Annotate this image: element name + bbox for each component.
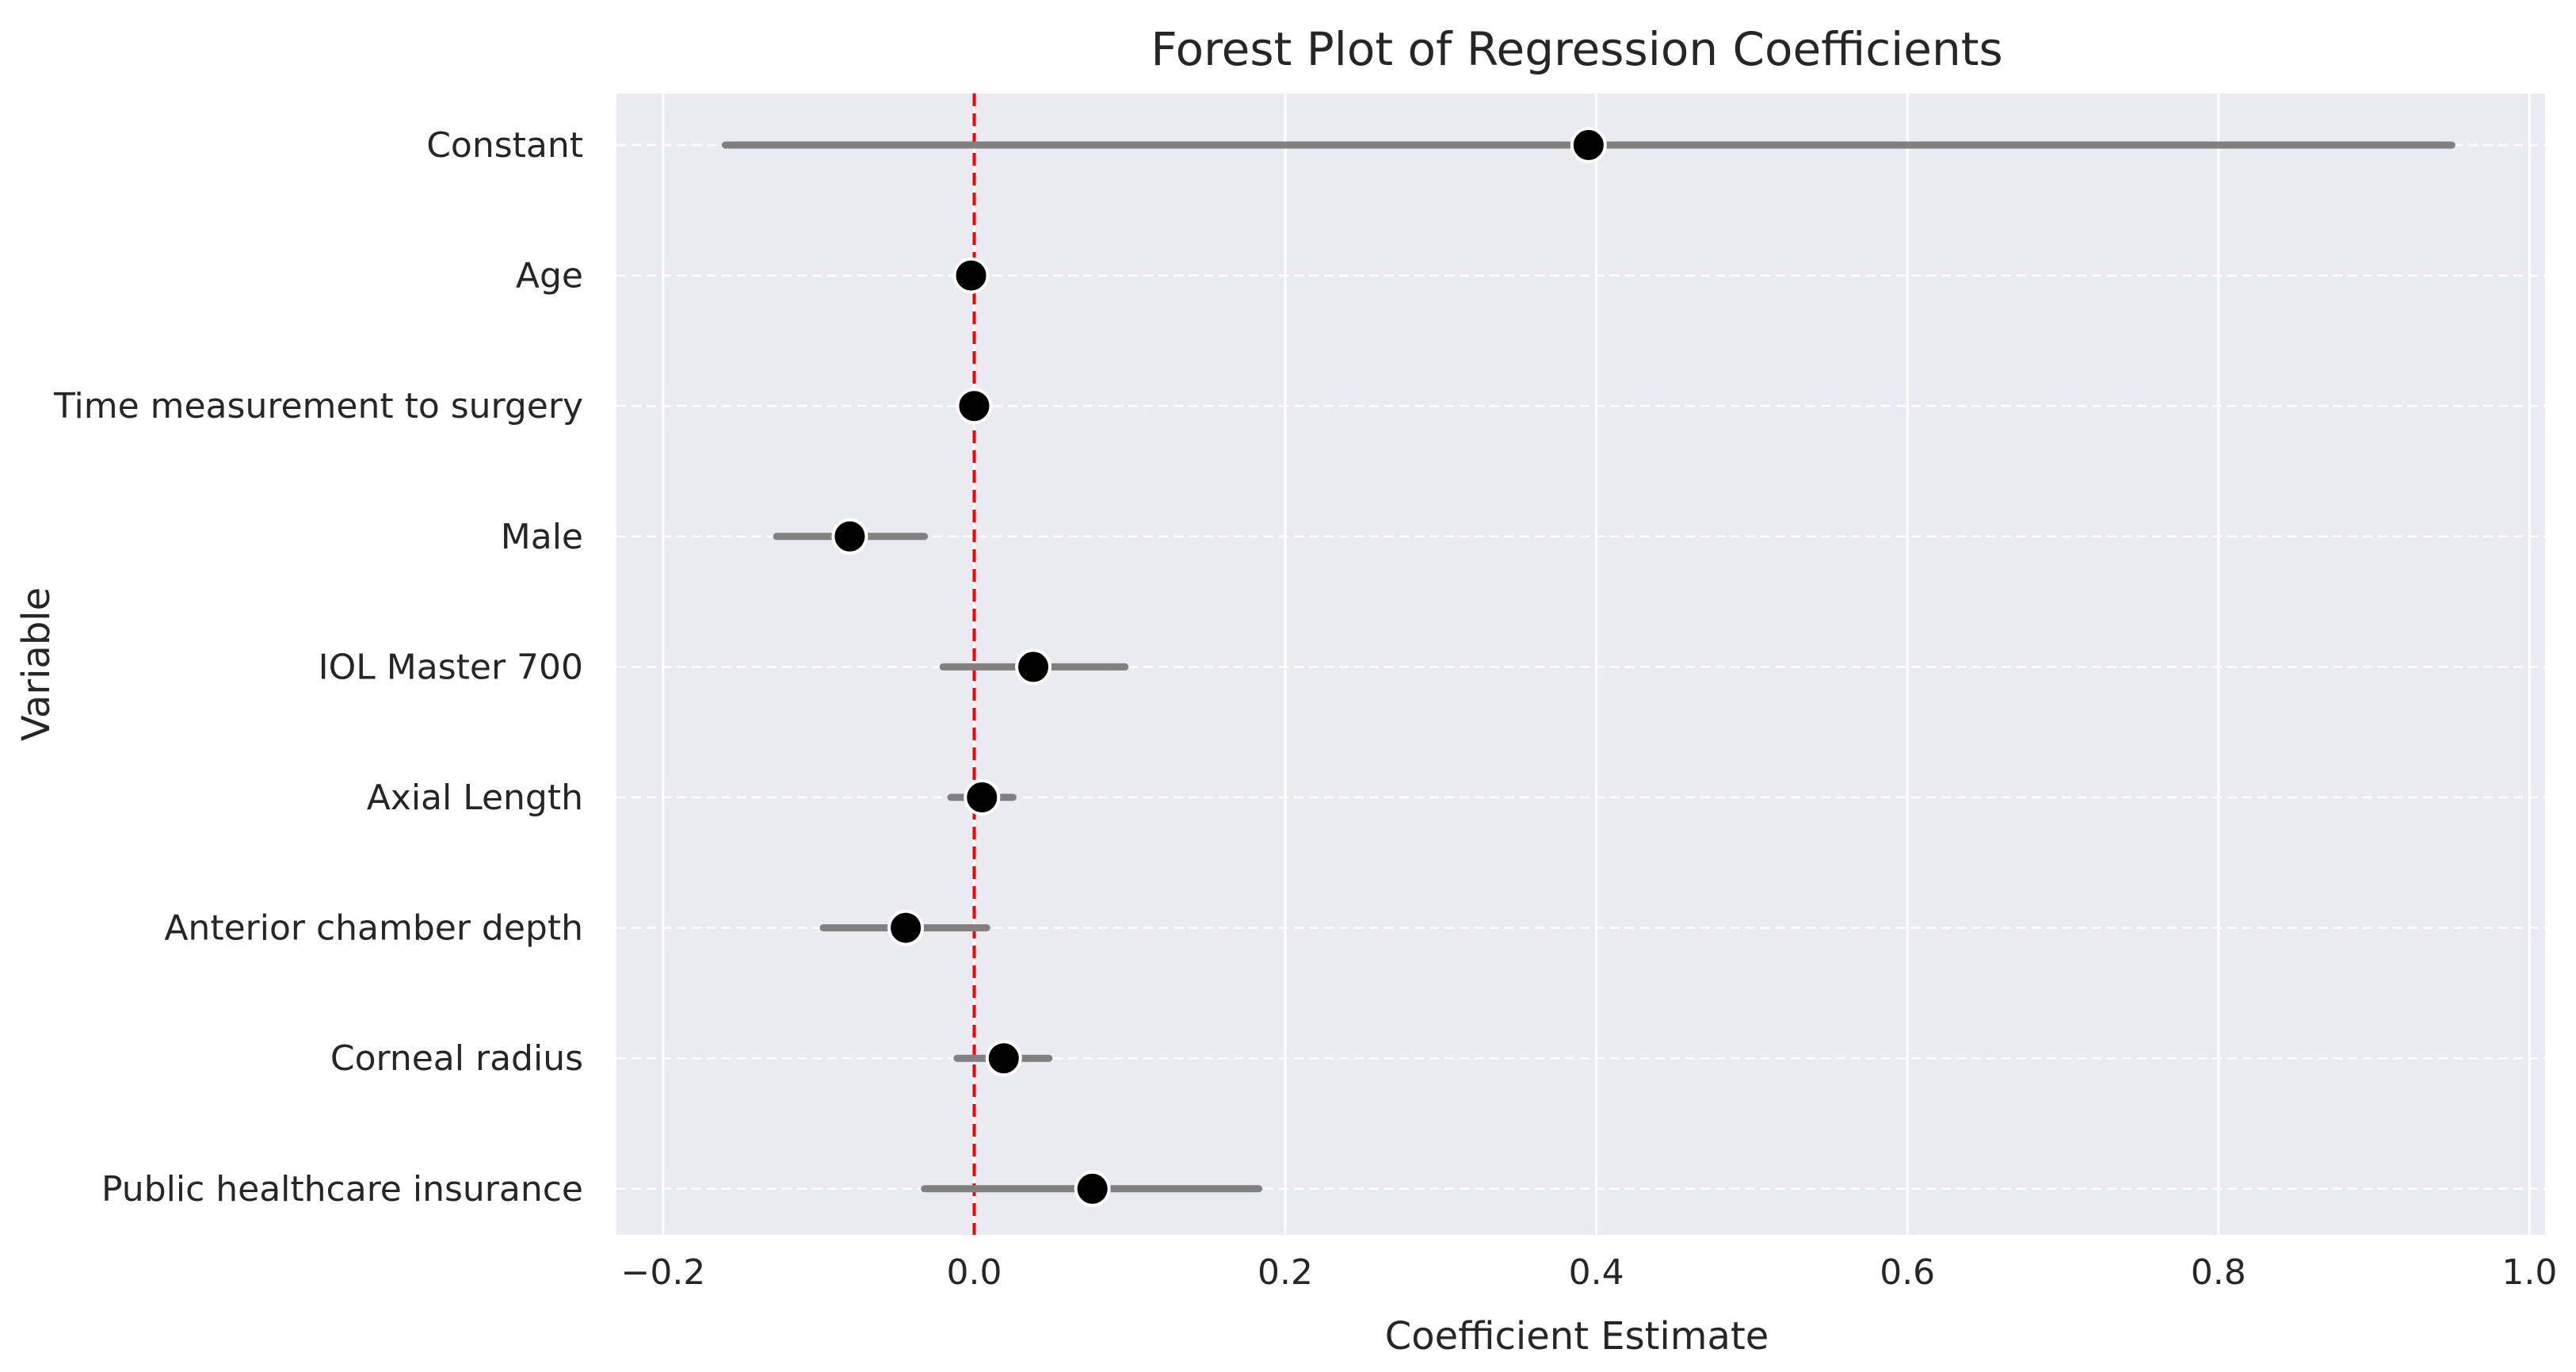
x-tick-label: 1.0 (2502, 1252, 2557, 1293)
y-tick-label: IOL Master 700 (319, 647, 583, 687)
y-tick-label: Male (501, 517, 583, 557)
x-tick-label: −0.2 (620, 1252, 705, 1293)
x-tick-label: 0.0 (946, 1252, 1002, 1293)
coefficient-points (831, 127, 1607, 1207)
estimate-point (831, 518, 868, 555)
estimate-point (985, 1040, 1022, 1077)
y-tick-label: Age (516, 256, 583, 296)
plot-area (616, 94, 2545, 1235)
x-axis-ticks: −0.2 0.0 0.2 0.4 0.6 0.8 1.0 (620, 1252, 2557, 1293)
y-axis-label: Variable (14, 587, 59, 741)
y-axis-ticks: Constant Age Time measurement to surgery Ma… (53, 125, 583, 1210)
estimate-point (1570, 127, 1607, 163)
estimate-point (956, 388, 993, 425)
y-tick-label: Corneal radius (330, 1038, 583, 1079)
estimate-point (1015, 648, 1052, 686)
estimate-point (964, 779, 1001, 816)
x-tick-label: 0.2 (1257, 1252, 1313, 1293)
y-tick-label: Time measurement to surgery (53, 386, 583, 426)
y-tick-label: Public healthcare insurance (101, 1169, 583, 1210)
y-tick-label: Anterior chamber depth (164, 908, 583, 949)
estimate-point (887, 909, 925, 946)
estimate-point (952, 257, 990, 294)
x-tick-label: 0.4 (1569, 1252, 1624, 1293)
chart-title: Forest Plot of Regression Coefficients (1151, 22, 2002, 76)
x-tick-label: 0.6 (1880, 1252, 1935, 1293)
y-tick-label: Axial Length (367, 778, 583, 818)
x-tick-label: 0.8 (2191, 1252, 2246, 1293)
x-axis-label: Coefficient Estimate (1385, 1314, 1769, 1359)
estimate-point (1074, 1170, 1111, 1207)
y-tick-label: Constant (426, 125, 583, 166)
